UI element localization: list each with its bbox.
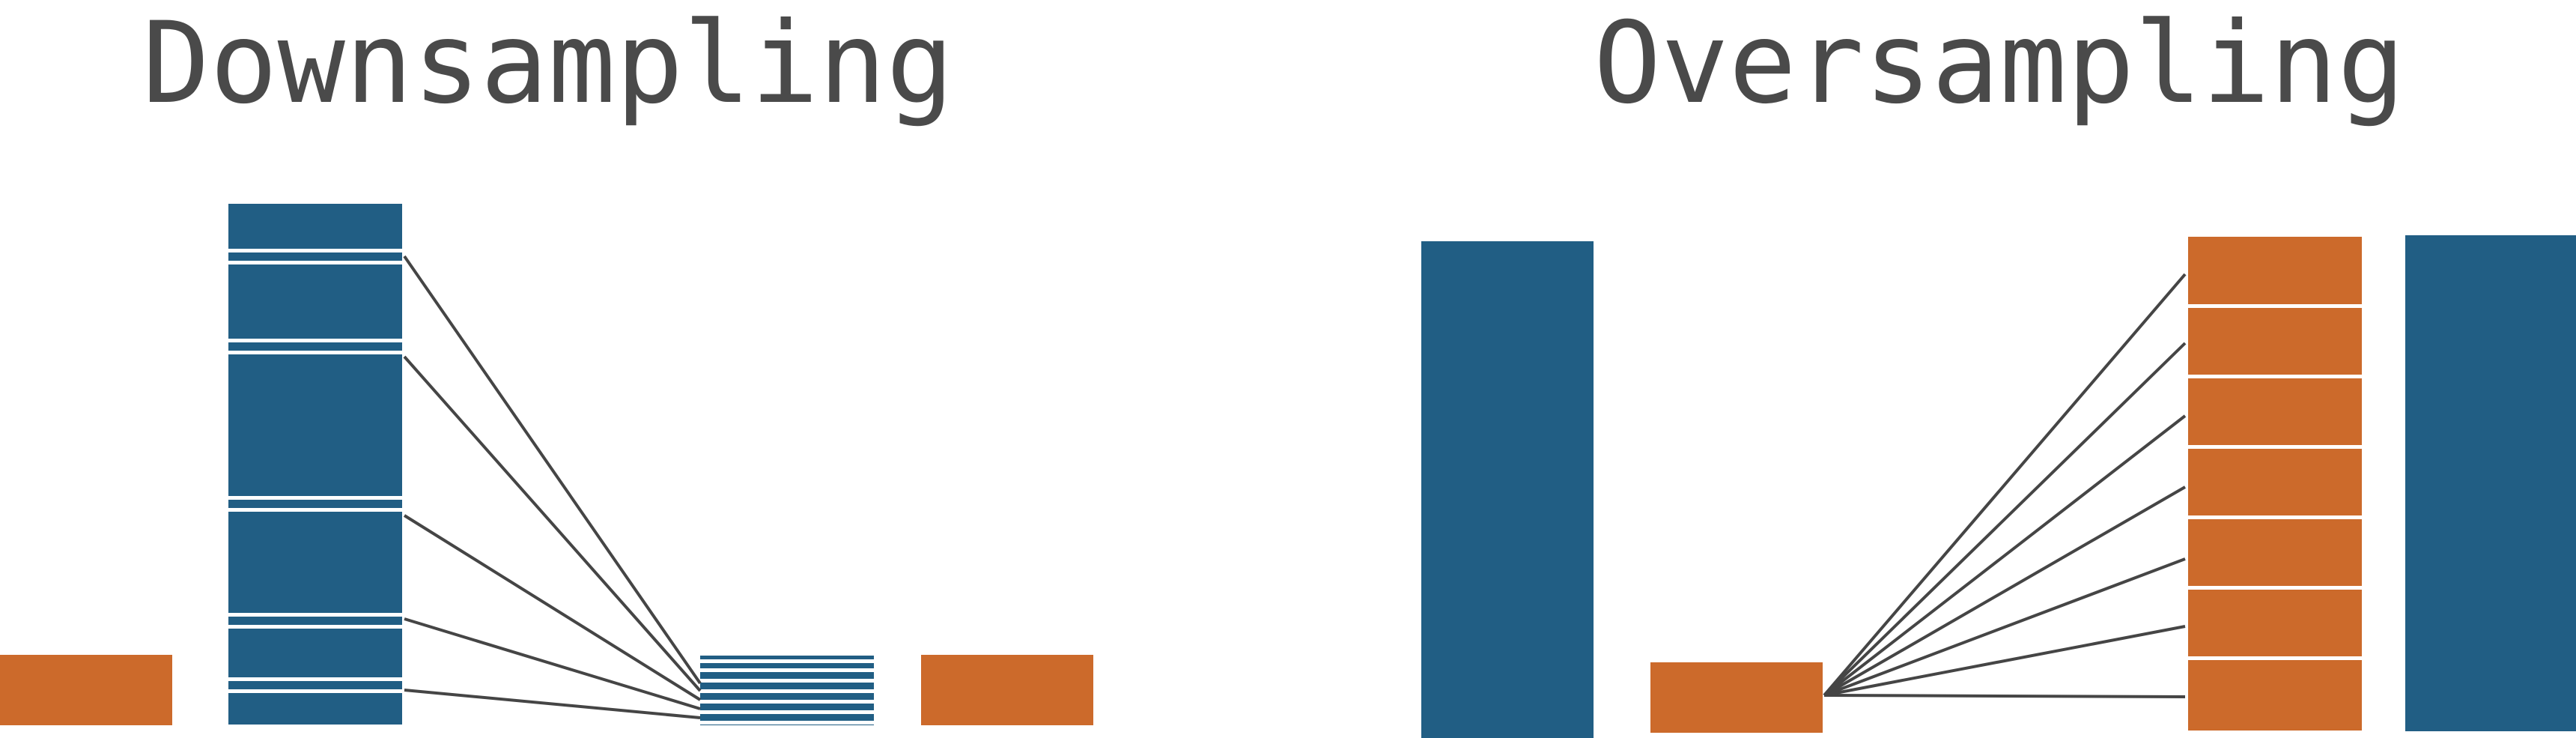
over-oversampled-bar — [2188, 237, 2362, 731]
down-majority-divider — [228, 339, 402, 342]
down-sampled-divider — [700, 721, 874, 725]
oversampling-title: Oversampling — [1594, 0, 2405, 129]
down-sampling-line — [404, 689, 701, 719]
down-sampled-divider — [700, 659, 874, 663]
down-minority-bar-left — [0, 655, 172, 725]
down-majority-divider — [228, 249, 402, 252]
down-sampled-divider — [700, 700, 874, 704]
down-sampled-divider — [700, 689, 874, 693]
over-oversampled-divider — [2188, 515, 2362, 519]
down-sampling-line — [403, 514, 702, 701]
down-majority-divider — [228, 625, 402, 629]
over-sampling-line — [1823, 414, 2187, 697]
down-sampled-divider — [700, 679, 874, 683]
over-sampling-line — [1823, 273, 2187, 697]
over-sampling-line — [1823, 486, 2186, 697]
over-oversampled-divider — [2188, 586, 2362, 590]
down-majority-divider — [228, 261, 402, 264]
over-sampling-line — [1823, 557, 2186, 697]
over-oversampled-divider — [2188, 445, 2362, 449]
down-majority-divider — [228, 496, 402, 500]
down-majority-bar — [228, 204, 402, 725]
over-oversampled-divider — [2188, 304, 2362, 308]
down-minority-bar-right — [921, 655, 1093, 725]
down-majority-divider — [228, 689, 402, 693]
over-majority-bar-left — [1421, 241, 1594, 738]
over-sampling-line — [1823, 342, 2187, 697]
down-sampled-divider — [700, 710, 874, 714]
down-sampling-line — [403, 255, 702, 685]
down-sampled-divider — [700, 668, 874, 672]
over-sampling-line — [1823, 694, 2186, 698]
over-minority-bar — [1650, 662, 1823, 733]
over-sampling-line — [1823, 625, 2186, 697]
downsampling-title: Downsampling — [142, 0, 954, 129]
over-oversampled-divider — [2188, 656, 2362, 660]
over-majority-bar-right — [2405, 235, 2576, 731]
down-sampling-line — [403, 355, 702, 692]
down-majority-divider — [228, 613, 402, 617]
over-oversampled-divider — [2188, 375, 2362, 378]
down-majority-divider — [228, 508, 402, 512]
down-sampling-line — [404, 617, 701, 710]
down-majority-divider — [228, 677, 402, 681]
down-majority-divider — [228, 351, 402, 354]
